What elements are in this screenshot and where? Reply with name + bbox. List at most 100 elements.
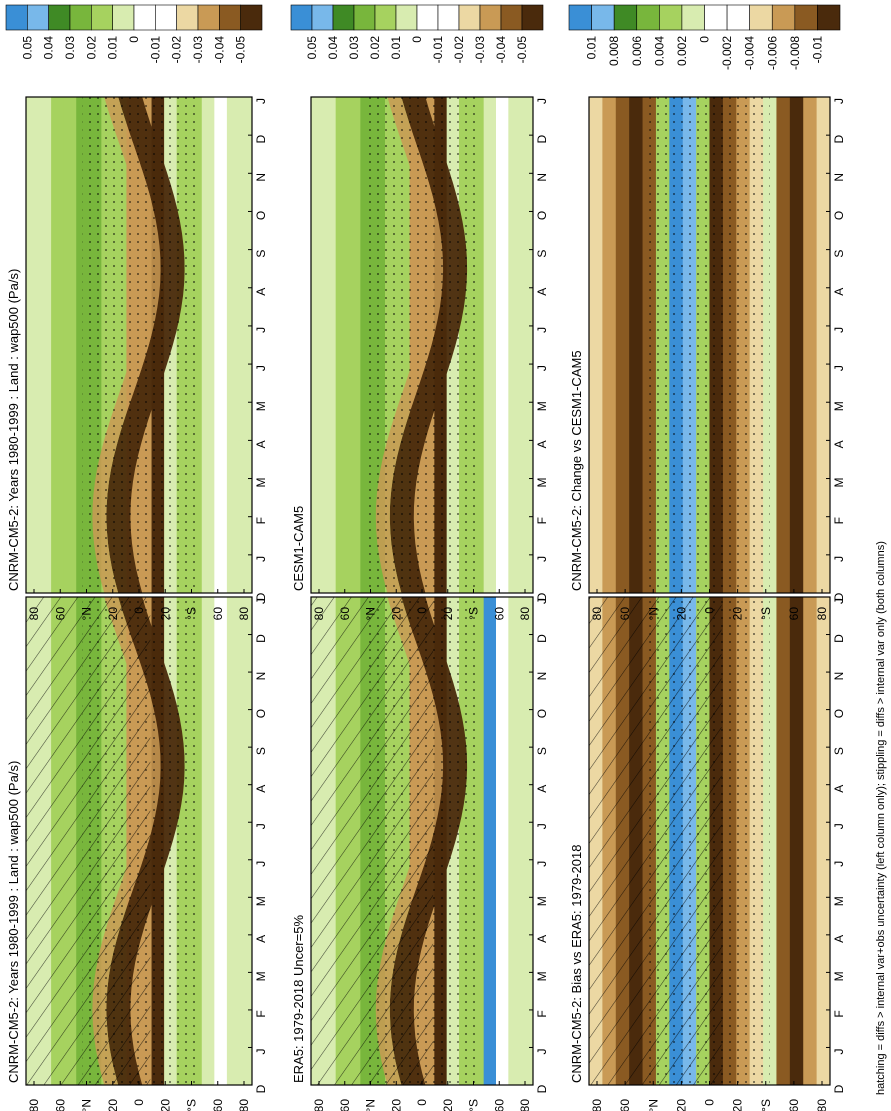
x-tick-label: O: [254, 211, 268, 220]
y-tick-label: 80: [312, 1099, 326, 1111]
x-tick-label: N: [254, 672, 268, 681]
colorbar-label: 0.05: [20, 36, 34, 60]
colorbar-cell: [197, 4, 220, 31]
x-tick-label: N: [832, 173, 846, 182]
colorbar-label: 0.02: [368, 36, 382, 60]
colorbar-cell: [681, 4, 705, 31]
colorbar-cell: [749, 4, 773, 31]
field-band: [776, 97, 791, 593]
colorbar-label: 0.03: [63, 36, 77, 60]
colorbar-cell: [613, 4, 638, 31]
field-band: [348, 97, 361, 593]
colorbar-cell: [155, 4, 177, 31]
x-tick-label: D: [254, 1084, 268, 1093]
y-tick-label: 60: [618, 1099, 632, 1111]
x-tick-label: J: [832, 98, 846, 104]
y-tick-label: °N: [646, 1099, 660, 1111]
panel-title: CNRM-CM5-2: Change vs CESM1-CAM5: [569, 350, 584, 591]
colorbar-label: 0.05: [305, 36, 319, 60]
y-tick-label: 60: [53, 1099, 67, 1111]
y-tick-label: 20: [389, 1099, 403, 1111]
field-band: [239, 97, 253, 593]
x-tick-label: A: [832, 440, 846, 448]
y-tick-label: 80: [237, 607, 251, 621]
x-tick-label: F: [832, 517, 846, 524]
x-tick-label: D: [535, 134, 549, 143]
colorbar-label: 0.006: [630, 36, 644, 66]
colorbar-cell: [112, 4, 135, 31]
x-tick-label: M: [535, 401, 549, 411]
colorbar-label: 0: [410, 36, 424, 43]
y-tick-label: 80: [27, 607, 41, 621]
colorbar-cell: [290, 4, 313, 31]
colorbar-cell: [91, 4, 113, 31]
x-tick-label: M: [832, 401, 846, 411]
y-tick-label: 80: [815, 1099, 829, 1111]
colorbar-cell: [636, 4, 660, 31]
y-tick-label: 60: [211, 1099, 225, 1111]
panel-title: CESM1-CAM5: [291, 506, 306, 591]
y-tick-label: 80: [312, 607, 326, 621]
x-tick-label: F: [535, 517, 549, 524]
x-tick-label: J: [832, 823, 846, 829]
x-tick-label: A: [832, 288, 846, 296]
y-tick-label: °N: [364, 1099, 378, 1111]
y-tick-label: °S: [759, 1099, 773, 1111]
field-band: [508, 597, 522, 1085]
colorbar-cell: [458, 4, 481, 31]
panel-title: ERA5: 1979-2018 Uncer=5%: [291, 915, 306, 1083]
x-tick-label: J: [535, 598, 549, 604]
field-band: [201, 97, 215, 593]
x-tick-label: J: [832, 327, 846, 333]
x-tick-label: F: [254, 1010, 268, 1017]
x-tick-label: J: [832, 365, 846, 371]
field-band: [311, 97, 324, 593]
colorbar-label: -0.008: [788, 36, 802, 70]
y-tick-label: °S: [467, 1099, 481, 1111]
colorbar-label: 0.02: [84, 36, 98, 60]
field-band: [214, 597, 228, 1085]
y-tick-label: 0: [132, 607, 146, 614]
x-tick-label: J: [832, 1048, 846, 1054]
y-tick-label: 80: [27, 1099, 41, 1111]
colorbar-cell: [659, 4, 683, 31]
x-tick-label: J: [254, 365, 268, 371]
y-tick-label: 60: [211, 607, 225, 621]
colorbar-label: 0: [698, 36, 712, 43]
x-tick-label: M: [535, 478, 549, 488]
y-tick-label: 20: [106, 1099, 120, 1111]
x-tick-label: A: [254, 288, 268, 296]
colorbar-cell: [69, 4, 92, 31]
field-band: [483, 97, 497, 593]
x-tick-label: N: [254, 173, 268, 182]
field-band: [323, 97, 337, 593]
field-band: [226, 97, 240, 593]
y-tick-label: °N: [364, 607, 378, 620]
x-tick-label: M: [254, 896, 268, 906]
y-tick-label: 20: [674, 1099, 688, 1111]
y-tick-label: °S: [185, 1099, 199, 1111]
y-tick-label: °S: [185, 607, 199, 620]
colorbar-cell: [568, 4, 592, 31]
x-tick-label: M: [254, 478, 268, 488]
field-band: [38, 97, 52, 593]
colorbar-label: 0.002: [675, 36, 689, 66]
field-band: [508, 97, 522, 593]
colorbar-label: 0.03: [347, 36, 361, 60]
colorbar-label: 0.004: [652, 36, 666, 66]
colorbar-label: 0.04: [42, 36, 56, 60]
colorbar-cell: [48, 4, 71, 31]
colorbar-label: -0.002: [720, 36, 734, 70]
x-tick-label: D: [535, 592, 549, 601]
stippling: [649, 597, 770, 1085]
x-tick-label: M: [535, 896, 549, 906]
x-tick-label: D: [535, 1084, 549, 1093]
colorbar-cell: [311, 4, 334, 31]
field-band: [803, 97, 818, 593]
y-tick-label: 80: [237, 1099, 251, 1111]
field-band: [602, 97, 617, 593]
y-tick-label: 20: [441, 607, 455, 621]
field-band: [816, 97, 831, 593]
x-tick-label: S: [535, 747, 549, 755]
